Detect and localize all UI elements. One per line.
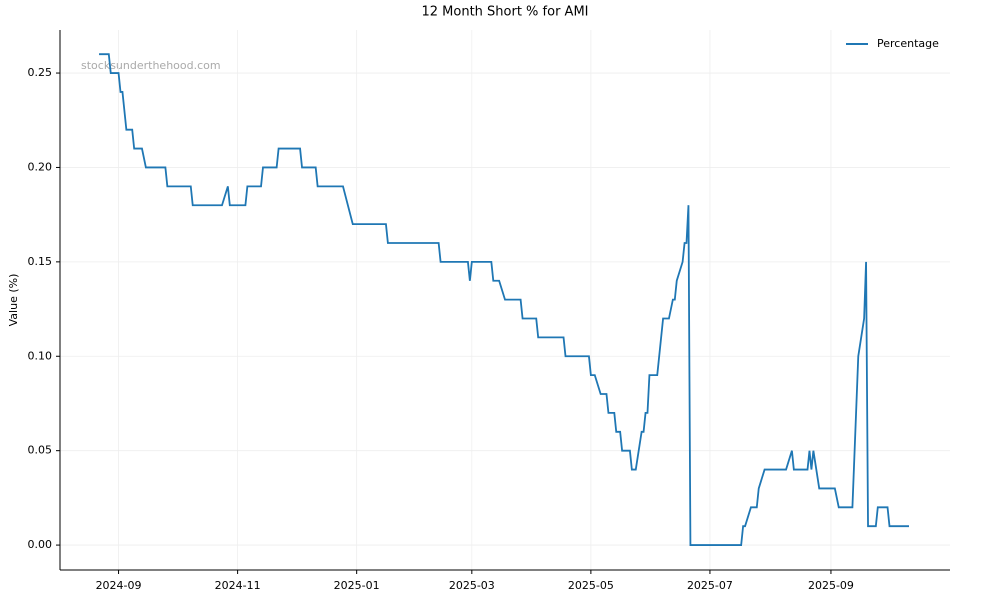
y-tick-label: 0.00 bbox=[28, 538, 53, 551]
y-tick-label: 0.25 bbox=[28, 66, 53, 79]
data-line bbox=[99, 53, 910, 546]
x-tick-label: 2025-03 bbox=[449, 579, 495, 592]
x-tick-label: 2024-09 bbox=[96, 579, 142, 592]
x-tick-label: 2024-11 bbox=[215, 579, 261, 592]
y-axis-label: Value (%) bbox=[7, 274, 20, 327]
y-tick-label: 0.10 bbox=[28, 349, 53, 362]
x-tick-label: 2025-07 bbox=[687, 579, 733, 592]
x-tick-label: 2025-09 bbox=[808, 579, 854, 592]
y-tick-label: 0.15 bbox=[28, 255, 53, 268]
x-tick-label: 2025-01 bbox=[334, 579, 380, 592]
y-tick-label: 0.05 bbox=[28, 444, 53, 457]
chart-title: 12 Month Short % for AMI bbox=[421, 5, 588, 20]
y-tick-label: 0.20 bbox=[28, 160, 53, 173]
watermark: stocksunderthehood.com bbox=[81, 59, 221, 72]
legend-label: Percentage bbox=[877, 37, 939, 50]
x-tick-label: 2025-05 bbox=[568, 579, 614, 592]
